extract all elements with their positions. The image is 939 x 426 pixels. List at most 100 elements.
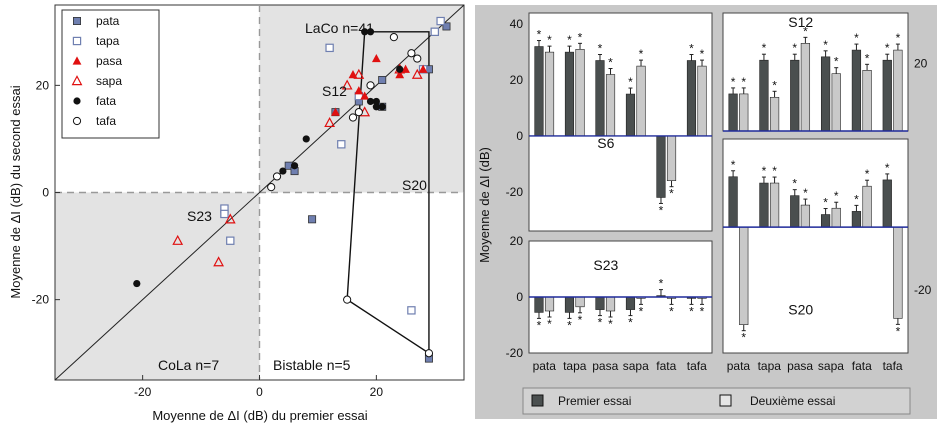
panel-s6-bar-sapa-0 [625, 93, 636, 137]
xtick-label-1: 0 [256, 385, 263, 399]
panel-s6-ytick-3: -20 [506, 185, 524, 199]
panel-s20-bar-tapa-0 [759, 182, 769, 228]
panel-s20-star-pasa-1: * [803, 186, 808, 200]
point-tafa-8 [424, 349, 434, 358]
annotation-s20: S20 [402, 177, 427, 193]
panel-s20-star-tafa-0: * [885, 161, 890, 175]
ytick-label-2: -20 [32, 293, 50, 307]
panel-s23-ytick-2: -20 [506, 346, 524, 360]
scatter-ticks: -20 0 20 20 0 -20 [32, 78, 384, 399]
point-sapa-0 [353, 68, 365, 79]
panel-s6-star-pata-1: * [547, 33, 552, 47]
panel-s12-star-tapa-0: * [762, 41, 767, 55]
xtick-label-0: -20 [134, 385, 152, 399]
bar-xlabel-1-sapa: sapa [818, 359, 844, 373]
panel-s6-star-pata-0: * [537, 28, 542, 42]
panel-s20-bar-pasa-1 [800, 204, 811, 228]
point-tapa-6 [226, 236, 235, 245]
scatter-plot: -20 0 20 20 0 -20 pata tapa pasa sapa fata tafa La… [8, 4, 465, 423]
legend-label-pata: pata [96, 14, 120, 28]
legend-label-tapa: tapa [96, 34, 120, 48]
panel-s20-title: S20 [788, 301, 813, 317]
panel-s6-bar-pata-1 [544, 51, 555, 137]
panel-s12-bar-sapa-1 [831, 73, 841, 132]
panel-s12-bar-tapa-1 [769, 96, 780, 132]
panel-s20-star-fata-1: * [865, 167, 870, 181]
bar-xlabel-0-tafa: tafa [687, 359, 707, 373]
panel-s12-bar-tafa-1 [893, 49, 903, 132]
panel-s23-star-pata-1: * [547, 317, 552, 331]
panel-s23-star-tafa-0: * [689, 304, 694, 318]
panel-s23-bar-sapa-0 [625, 296, 636, 310]
point-tapa-4 [337, 140, 346, 149]
bars-legend: Premier essai Deuxième essai [522, 387, 911, 415]
panel-s12-ytick-0: 20 [914, 57, 928, 71]
panel-s12-bar-pasa-1 [800, 43, 811, 132]
point-pasa-1 [395, 70, 405, 79]
point-sapa-8 [224, 213, 236, 224]
panel-s12-star-pata-1: * [741, 75, 746, 89]
panel-s20-star-pasa-0: * [792, 177, 797, 191]
point-pata-0 [442, 22, 451, 31]
panel-s6: * * * * * * * * * * * * 40 20 0 -20 S6 [506, 12, 713, 232]
panel-s12-star-pasa-1: * [803, 24, 808, 38]
legend-label-sapa: sapa [96, 74, 122, 88]
panel-s12-star-pasa-0: * [792, 41, 797, 55]
panel-s6-bar-sapa-1 [636, 65, 646, 137]
panel-s12-star-tafa-0: * [885, 41, 890, 55]
point-fata-8 [279, 167, 287, 175]
panel-s12-star-sapa-0: * [823, 38, 828, 52]
annotation-bistable: Bistable n=5 [273, 357, 351, 373]
legend-marker-tafa [72, 116, 82, 126]
panel-s12-bar-sapa-0 [820, 56, 831, 132]
panel-s23-bar-pata-1 [544, 296, 555, 312]
panel-s20-bar-fata-0 [851, 211, 862, 228]
legend-marker-fata [73, 97, 81, 105]
panel-s6-star-tapa-0: * [567, 33, 572, 47]
point-sapa-1 [341, 79, 353, 90]
legend-box [61, 9, 160, 139]
bars-legend-box [522, 387, 911, 415]
point-pasa-3 [354, 86, 364, 95]
annotation-s12: S12 [322, 83, 347, 99]
panel-s20-star-sapa-1: * [834, 189, 839, 203]
point-tafa-4 [348, 113, 358, 122]
point-tafa-1 [407, 49, 416, 58]
panel-s23-ytick-0: 20 [510, 234, 524, 248]
panel-s6-star-tafa-0: * [689, 42, 694, 56]
point-pasa-4 [360, 91, 370, 100]
panel-s6-ytick-2: 0 [516, 129, 523, 143]
panel-s20-star-tapa-0: * [762, 164, 767, 178]
point-sapa-6 [172, 234, 184, 245]
legend-label-tafa: tafa [96, 114, 116, 128]
panel-s6-ytick-0: 40 [510, 17, 524, 31]
point-pasa-0 [371, 53, 381, 63]
identity-line [54, 4, 465, 381]
panel-s20-star-fata-0: * [854, 192, 859, 206]
panel-s23-bar-pasa-1 [605, 296, 616, 312]
panel-s23-star-pasa-1: * [608, 317, 613, 331]
point-fata-1 [366, 28, 375, 36]
panel-s23-star-tapa-0: * [567, 318, 572, 332]
panel-s20-bar-sapa-0 [820, 214, 831, 228]
panel-s12-star-tapa-1: * [772, 78, 777, 92]
panel-s12-title: S12 [788, 14, 813, 30]
panel-s20-bar-pata-0 [728, 176, 738, 228]
point-fata-4 [378, 103, 386, 111]
bar-category-labels: pata tapa pasa sapa fata tafa pata tapa pasa sapa… [533, 359, 903, 373]
panel-s20-bar-sapa-1 [831, 207, 841, 228]
panel-s12-bar-tapa-0 [759, 59, 769, 132]
point-sapa-7 [213, 256, 225, 267]
panel-s20-star-sapa-0: * [823, 196, 828, 210]
panel-s23-star-sapa-0: * [628, 316, 633, 330]
panel-s12-star-pata-0: * [731, 75, 736, 89]
legend-marker-tapa [72, 36, 82, 46]
panel-s23-star-pata-0: * [537, 318, 542, 332]
point-tafa-9 [366, 81, 375, 90]
panel-s6-star-tapa-1: * [578, 30, 583, 44]
panel-s6-bar-fata-1 [666, 135, 677, 181]
panel-s6-bar-fata-0 [656, 135, 666, 198]
panel-s20-star-pata-0: * [731, 158, 736, 172]
point-fata-11 [290, 162, 299, 170]
